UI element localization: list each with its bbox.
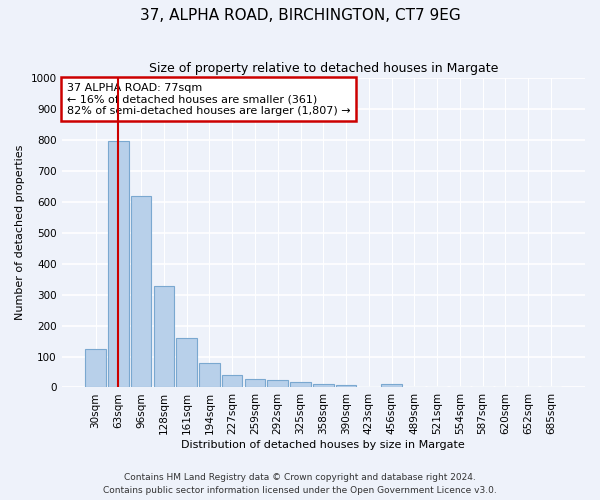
Title: Size of property relative to detached houses in Margate: Size of property relative to detached ho… xyxy=(149,62,498,76)
Bar xyxy=(313,384,334,388)
Bar xyxy=(245,379,265,388)
Bar xyxy=(131,196,151,388)
Bar xyxy=(222,375,242,388)
Bar xyxy=(268,380,288,388)
Bar xyxy=(154,286,174,388)
Bar xyxy=(85,349,106,388)
Text: Contains HM Land Registry data © Crown copyright and database right 2024.
Contai: Contains HM Land Registry data © Crown c… xyxy=(103,474,497,495)
Text: 37 ALPHA ROAD: 77sqm
← 16% of detached houses are smaller (361)
82% of semi-deta: 37 ALPHA ROAD: 77sqm ← 16% of detached h… xyxy=(67,82,350,116)
Y-axis label: Number of detached properties: Number of detached properties xyxy=(15,145,25,320)
Text: 37, ALPHA ROAD, BIRCHINGTON, CT7 9EG: 37, ALPHA ROAD, BIRCHINGTON, CT7 9EG xyxy=(140,8,460,22)
Bar xyxy=(176,338,197,388)
Bar xyxy=(336,385,356,388)
Bar xyxy=(199,364,220,388)
Bar xyxy=(108,142,128,388)
Bar xyxy=(290,382,311,388)
Bar xyxy=(382,384,402,388)
X-axis label: Distribution of detached houses by size in Margate: Distribution of detached houses by size … xyxy=(181,440,465,450)
